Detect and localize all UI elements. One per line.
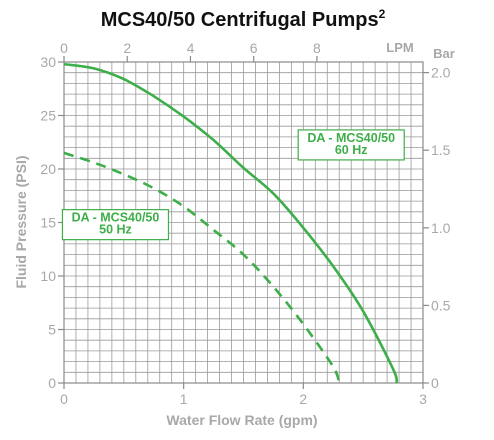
y2-tick-label: 0: [431, 375, 439, 391]
x-axis-title: Water Flow Rate (gpm): [166, 412, 317, 428]
y-tick-label: 5: [48, 322, 56, 338]
series-label-text: 60 Hz: [335, 143, 368, 157]
y-tick-label: 20: [40, 161, 56, 177]
y-axis-title: Fluid Pressure (PSI): [13, 155, 29, 288]
x2-tick-label: 0: [60, 40, 68, 56]
x2-tick-label: 6: [250, 40, 258, 56]
x-tick-label: 3: [419, 391, 427, 407]
curves: [63, 62, 399, 384]
y-tick-label: 0: [48, 375, 56, 391]
series-label-text: DA - MCS40/50: [72, 211, 160, 225]
x2-tick-label: 4: [187, 40, 195, 56]
x-tick-label: 0: [60, 391, 68, 407]
series-label-box: [297, 129, 405, 161]
y-tick-label: 25: [40, 108, 56, 124]
x2-axis-unit: LPM: [386, 40, 413, 55]
chart-title: MCS40/50 Centrifugal Pumps2: [101, 7, 386, 31]
y2-tick-label: 1.0: [431, 220, 451, 236]
curve-50hz: [63, 151, 341, 384]
x-tick-label: 2: [299, 391, 307, 407]
y-tick-label: 10: [40, 268, 56, 284]
y2-tick-label: 2.0: [431, 65, 451, 81]
series-label-text: 50 Hz: [99, 223, 132, 237]
x-tick-label: 1: [180, 391, 188, 407]
x2-tick-label: 8: [313, 40, 321, 56]
y-tick-label: 30: [40, 54, 56, 70]
series-label-box: [61, 209, 170, 241]
y2-tick-label: 0.5: [431, 297, 451, 313]
y2-tick-label: 1.5: [431, 142, 451, 158]
series-label-text: DA - MCS40/50: [307, 131, 395, 145]
y2-axis-unit: Bar: [433, 46, 455, 61]
y-tick-label: 15: [40, 215, 56, 231]
x2-tick-label: 2: [123, 40, 131, 56]
curve-60hz: [63, 62, 399, 384]
